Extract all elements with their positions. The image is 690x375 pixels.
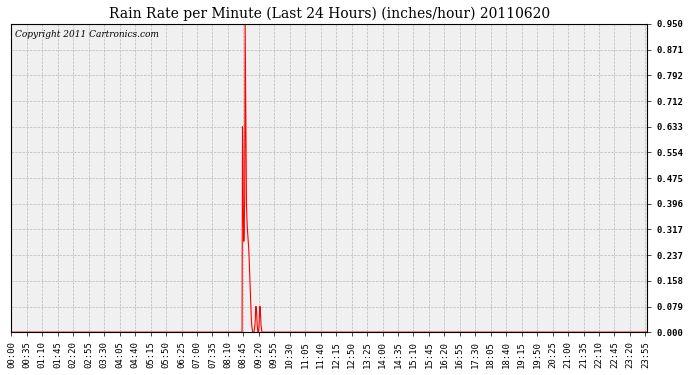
Title: Rain Rate per Minute (Last 24 Hours) (inches/hour) 20110620: Rain Rate per Minute (Last 24 Hours) (in… [109, 7, 550, 21]
Text: Copyright 2011 Cartronics.com: Copyright 2011 Cartronics.com [14, 30, 159, 39]
